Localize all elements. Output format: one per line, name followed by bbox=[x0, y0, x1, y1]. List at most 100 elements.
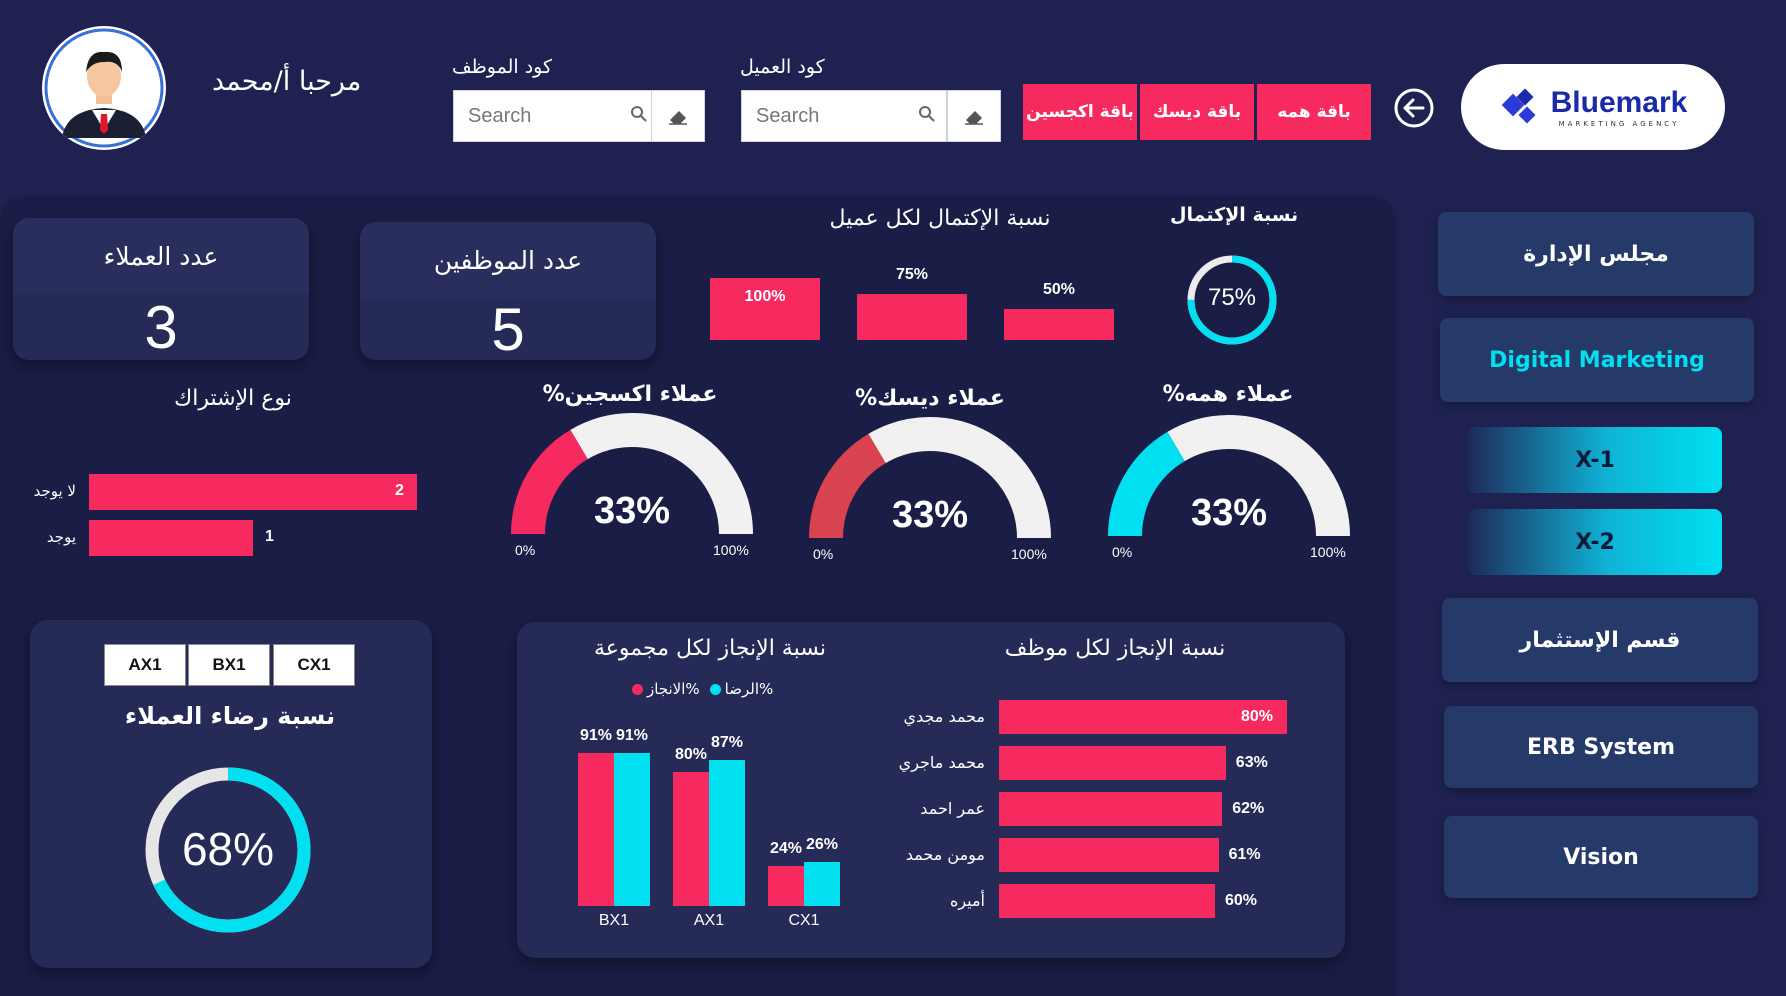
employee-search-box[interactable] bbox=[453, 90, 659, 142]
eraser-icon bbox=[669, 111, 687, 125]
clients-count-value: 3 bbox=[144, 293, 178, 361]
clients-count-card: عدد العملاء 3 bbox=[13, 218, 309, 360]
group-bar-label: 80% bbox=[674, 745, 708, 763]
logo-text: Bluemark bbox=[1550, 86, 1688, 119]
subscription-title: نوع الإشتراك bbox=[174, 386, 292, 411]
gauge-arc bbox=[511, 413, 753, 535]
group-bar bbox=[804, 862, 840, 906]
group-category-label: CX1 bbox=[788, 912, 820, 929]
employee-name-label: مومن محمد bbox=[905, 845, 985, 864]
completion-ring bbox=[1187, 255, 1277, 345]
employee-value-label: 63% bbox=[1235, 754, 1268, 771]
satisfaction-value: 68% bbox=[181, 823, 275, 875]
nav-investment[interactable]: قسم الإستثمار bbox=[1442, 598, 1758, 682]
group-bar bbox=[673, 771, 709, 906]
gauge-min-label: 0% bbox=[813, 546, 834, 562]
group-bar-label: 91% bbox=[615, 727, 649, 745]
gauge-fill bbox=[511, 429, 589, 535]
group-bar-label: 24% bbox=[769, 839, 803, 857]
subscription-category-label: يوجد bbox=[46, 528, 76, 546]
employee-name-label: محمد ماجري bbox=[898, 753, 985, 772]
welcome-text: مرحبا أ/محمد bbox=[212, 66, 362, 97]
group-category-label: AX1 bbox=[693, 912, 725, 929]
client-search-input[interactable] bbox=[754, 103, 908, 129]
group-bar bbox=[578, 753, 614, 906]
subscription-value-label: 1 bbox=[265, 528, 274, 545]
employee-chart-title: نسبة الإنجاز لكل موظف bbox=[1004, 636, 1226, 661]
back-button[interactable] bbox=[1393, 87, 1435, 129]
client-code-label: كود العميل bbox=[740, 56, 825, 78]
tab-bx1[interactable]: BX1 bbox=[188, 644, 270, 686]
gauge-min-label: 0% bbox=[515, 542, 536, 558]
completion-bar bbox=[710, 278, 820, 340]
group-bar bbox=[709, 759, 745, 906]
nav-digital-marketing[interactable]: Digital Marketing bbox=[1440, 318, 1754, 402]
employee-value-label: 61% bbox=[1228, 846, 1261, 863]
employee-search-input[interactable] bbox=[466, 103, 620, 129]
nav-x1[interactable]: X-1 bbox=[1468, 427, 1722, 493]
client-search-box[interactable] bbox=[741, 90, 947, 142]
gauge-value: 33% bbox=[891, 494, 969, 536]
gauge-title: %عملاء اكسجين bbox=[542, 382, 718, 407]
employee-bar bbox=[999, 746, 1226, 780]
gauge-fill bbox=[809, 433, 887, 539]
gauge-track bbox=[1167, 415, 1350, 537]
nav-erb-system[interactable]: ERB System bbox=[1444, 706, 1758, 788]
completion-bar-label: 100% bbox=[744, 288, 786, 305]
group-category-label: BX1 bbox=[598, 912, 630, 929]
gauge-max-label: 100% bbox=[713, 542, 749, 558]
employee-clear-button[interactable] bbox=[651, 90, 705, 142]
company-logo: Bluemark MARKETING AGENCY bbox=[1461, 64, 1725, 150]
package-hema-button[interactable]: باقة همه bbox=[1257, 84, 1371, 140]
search-icon bbox=[918, 105, 936, 127]
satisfaction-ring bbox=[145, 767, 311, 933]
package-oxygen-button[interactable]: باقة اكجسين bbox=[1023, 84, 1137, 140]
completion-bar bbox=[857, 293, 967, 340]
employee-bar bbox=[999, 700, 1287, 734]
gauge-track bbox=[868, 417, 1051, 539]
employee-value-label: 62% bbox=[1232, 800, 1265, 817]
package-desk-button[interactable]: باقة ديسك bbox=[1140, 84, 1254, 140]
gauge-arc bbox=[1108, 415, 1350, 537]
nav-vision[interactable]: Vision bbox=[1444, 816, 1758, 898]
group-chart-title: نسبة الإنجاز لكل مجموعة bbox=[594, 636, 826, 661]
employee-value-label: 80% bbox=[1241, 708, 1274, 725]
legend-achievement-label: الانجاز% bbox=[647, 680, 700, 698]
gauge-value: 33% bbox=[1190, 492, 1268, 534]
gauge-title: %عملاء همه bbox=[1162, 382, 1294, 407]
nav-board[interactable]: مجلس الإدارة bbox=[1438, 212, 1754, 296]
group-bar-label: 91% bbox=[579, 727, 613, 745]
completion-bar bbox=[1004, 309, 1114, 340]
group-bar-label: 87% bbox=[710, 733, 744, 751]
gauge-max-label: 100% bbox=[1011, 546, 1047, 562]
subscription-bar bbox=[89, 474, 417, 510]
completion-per-client-title: نسبة الإكتمال لكل عميل bbox=[829, 206, 1051, 231]
tab-ax1[interactable]: AX1 bbox=[104, 644, 186, 686]
employee-name-label: محمد مجدي bbox=[903, 707, 985, 726]
logo-subtext: MARKETING AGENCY bbox=[1558, 120, 1680, 128]
tab-cx1[interactable]: CX1 bbox=[273, 644, 355, 686]
group-chart-legend: الانجاز% الرضا% bbox=[632, 680, 773, 698]
legend-dot-achievement bbox=[632, 683, 643, 695]
completion-bar-label: 50% bbox=[1042, 281, 1076, 298]
employee-name-label: عمر احمد bbox=[920, 799, 985, 818]
subscription-value-label: 2 bbox=[395, 482, 404, 499]
legend-satisfaction-label: الرضا% bbox=[724, 680, 774, 698]
back-arrow-icon bbox=[1394, 88, 1434, 128]
gauge-value: 33% bbox=[593, 490, 671, 532]
gauge-min-label: 0% bbox=[1112, 544, 1133, 560]
employees-count-card: عدد الموظفين 5 bbox=[360, 222, 656, 360]
gauge-max-label: 100% bbox=[1310, 544, 1346, 560]
completion-overall-value: 75% bbox=[1207, 284, 1257, 311]
group-bar-label: 26% bbox=[805, 836, 839, 854]
user-avatar-icon bbox=[44, 28, 164, 148]
gauge-fill bbox=[1108, 431, 1186, 537]
eraser-icon bbox=[965, 111, 983, 125]
employee-code-label: كود الموظف bbox=[452, 56, 553, 78]
gauge-title: %عملاء ديسك bbox=[855, 386, 1005, 411]
satisfaction-title: نسبة رضاء العملاء bbox=[124, 702, 336, 730]
client-clear-button[interactable] bbox=[947, 90, 1001, 142]
completion-bar-label: 75% bbox=[895, 265, 929, 283]
group-bar bbox=[614, 753, 650, 906]
nav-x2[interactable]: X-2 bbox=[1468, 509, 1722, 575]
